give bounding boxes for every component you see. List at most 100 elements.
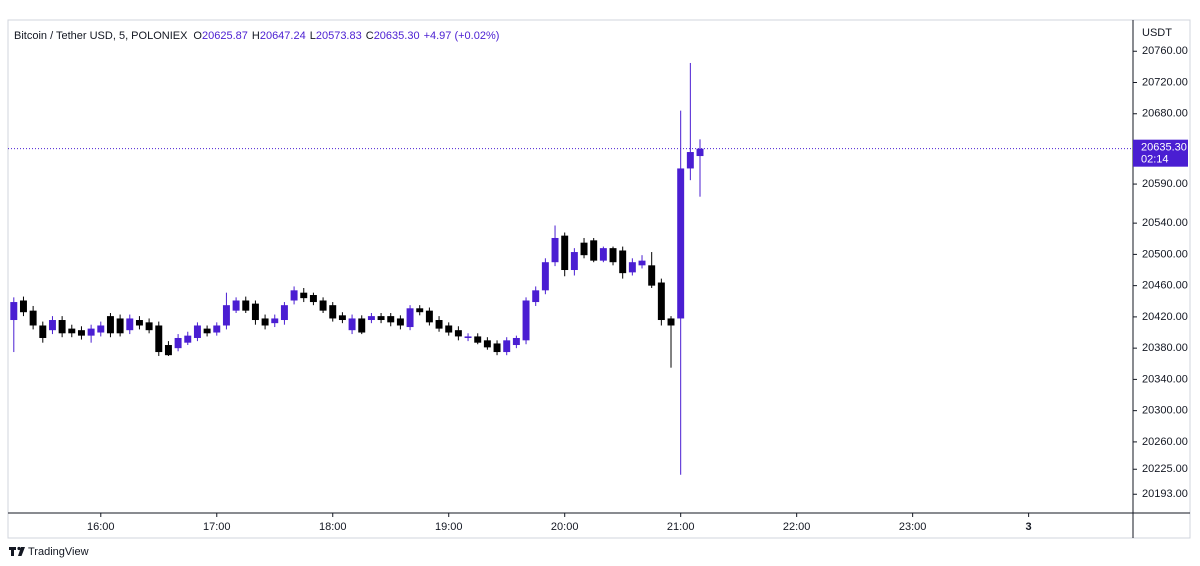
candle-body xyxy=(454,330,462,337)
candle-body xyxy=(77,330,85,336)
candle xyxy=(464,333,472,342)
candle-body xyxy=(97,325,105,333)
candle-body xyxy=(677,168,685,319)
candle xyxy=(222,292,230,330)
candle-body xyxy=(599,248,607,261)
candle-body xyxy=(522,300,530,341)
y-tick-label: 20340.00 xyxy=(1142,373,1188,385)
candle xyxy=(329,302,337,322)
candle xyxy=(396,315,404,330)
candle xyxy=(203,325,211,337)
candle xyxy=(696,139,704,197)
candle xyxy=(126,314,134,335)
candle-body xyxy=(106,316,114,334)
candle-body xyxy=(329,305,337,319)
candle-body xyxy=(174,337,182,349)
candle-body xyxy=(474,336,482,343)
candle-body xyxy=(290,290,298,301)
ohlc-key: C xyxy=(366,30,374,42)
y-tick-label: 20680.00 xyxy=(1142,108,1188,120)
candle-body xyxy=(377,316,385,321)
chart-frame xyxy=(7,19,1191,539)
candle-body xyxy=(309,295,317,303)
candle-body xyxy=(416,308,424,313)
candle-body xyxy=(222,305,230,326)
candle xyxy=(522,297,530,345)
candle xyxy=(77,326,85,340)
y-tick-label: 20380.00 xyxy=(1142,342,1188,354)
candle xyxy=(425,307,433,326)
candle xyxy=(164,341,172,356)
candle-body xyxy=(483,340,491,348)
logo-dot xyxy=(17,546,21,551)
candle xyxy=(271,314,279,328)
last-price-label: 20635.30 xyxy=(1141,142,1187,154)
candle xyxy=(348,314,356,335)
change: +4.97 (+0.02%) xyxy=(424,30,500,42)
x-tick-label: 23:00 xyxy=(899,521,927,533)
candle-body xyxy=(696,148,704,157)
candle xyxy=(686,62,694,181)
symbol: Bitcoin / Tether USD, 5, POLONIEX xyxy=(14,30,188,42)
y-tick-label: 20420.00 xyxy=(1142,311,1188,323)
candle-body xyxy=(29,310,37,326)
candle-body xyxy=(39,325,47,338)
candle-body xyxy=(271,318,279,324)
candle-body xyxy=(213,325,221,333)
candle-body xyxy=(570,252,578,271)
candle-body xyxy=(561,235,569,271)
candle xyxy=(300,287,308,303)
candle xyxy=(570,248,578,276)
candle-body xyxy=(126,318,134,331)
ohlc-key: O xyxy=(193,30,202,42)
candle-body xyxy=(387,316,395,323)
candle-body xyxy=(251,303,259,321)
x-tick-label: 3 xyxy=(1026,521,1032,533)
candle xyxy=(319,297,327,313)
candle-body xyxy=(551,237,559,263)
candle-body xyxy=(541,262,549,291)
candle xyxy=(184,331,192,346)
logo-stem xyxy=(11,547,14,556)
countdown: 02:14 xyxy=(1141,154,1169,166)
ohlc-key: H xyxy=(252,30,260,42)
candle-body xyxy=(58,320,66,334)
candle xyxy=(48,316,56,335)
ohlc-key: L xyxy=(310,30,316,42)
candle-body xyxy=(164,345,172,356)
candle xyxy=(561,232,569,277)
candle-body xyxy=(19,300,27,313)
y-tick-label: 20590.00 xyxy=(1142,178,1188,190)
candle-body xyxy=(87,328,95,336)
candle-body xyxy=(435,320,443,329)
candle-body xyxy=(580,242,588,256)
candle xyxy=(309,292,317,306)
candle-body xyxy=(261,318,269,326)
candle xyxy=(39,321,47,343)
ohlc-value: 20625.87 xyxy=(202,30,248,42)
candle-body xyxy=(657,282,665,321)
y-tick-label: 20540.00 xyxy=(1142,217,1188,229)
y-tick-label: 20260.00 xyxy=(1142,436,1188,448)
candle xyxy=(454,326,462,341)
axis-title: USDT xyxy=(1142,27,1172,39)
candle xyxy=(68,324,76,338)
candle xyxy=(251,300,259,325)
y-tick-label: 20760.00 xyxy=(1142,45,1188,57)
candle-body xyxy=(135,320,143,326)
candle xyxy=(677,110,685,475)
candle xyxy=(232,297,240,313)
ohlc-value: 20635.30 xyxy=(374,30,420,42)
y-tick-label: 20300.00 xyxy=(1142,405,1188,417)
x-tick-label: 20:00 xyxy=(551,521,579,533)
candle-body xyxy=(445,325,453,333)
candle-body xyxy=(184,335,192,343)
candle xyxy=(435,316,443,332)
candle-body xyxy=(338,315,346,321)
x-tick-label: 21:00 xyxy=(667,521,695,533)
candle xyxy=(338,312,346,324)
candle-body xyxy=(319,300,327,311)
